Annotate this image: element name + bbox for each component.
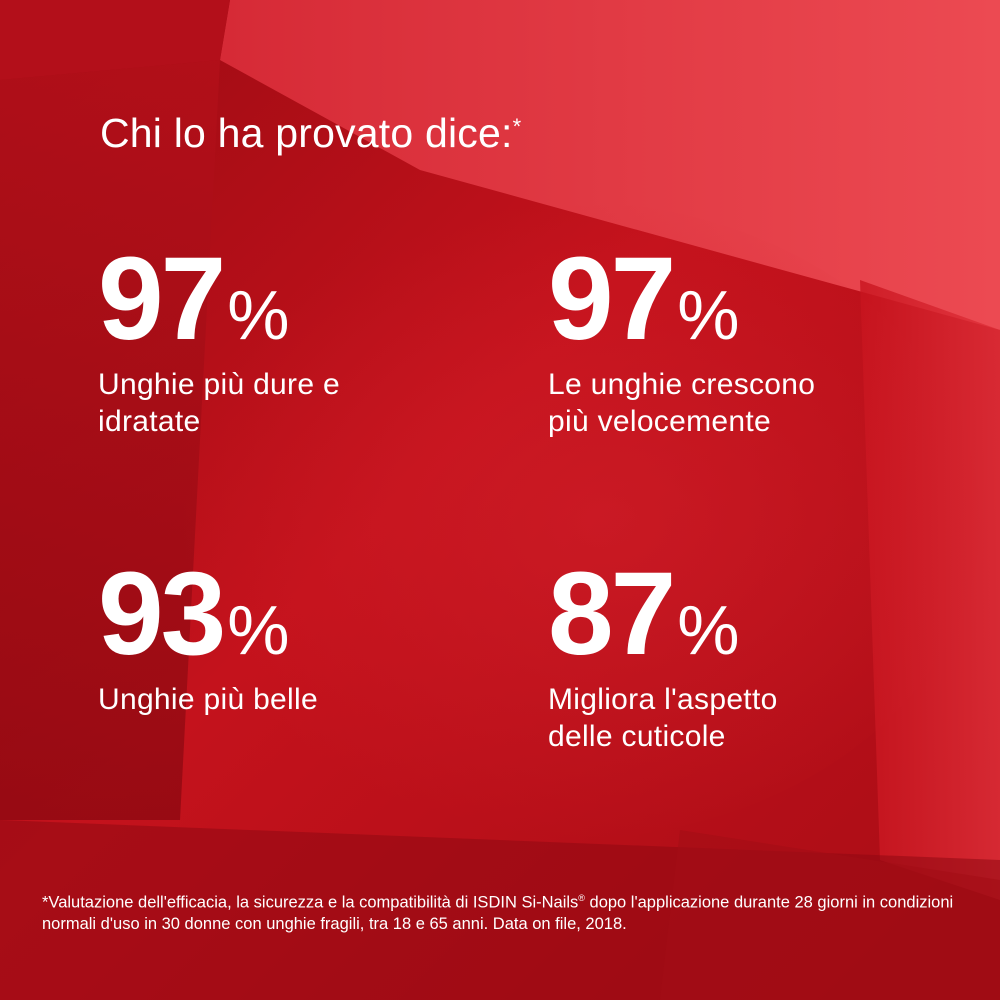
stat-nails-prettier: 93 % Unghie più belle xyxy=(98,555,498,718)
stat-number: 97 xyxy=(548,233,676,365)
stat-number: 97 xyxy=(98,233,226,365)
stat-nails-grow-faster: 97 % Le unghie crescono più velocemente xyxy=(548,240,948,440)
bg-bottom-right-block xyxy=(660,830,1000,1000)
headline-asterisk: * xyxy=(512,114,522,139)
bg-top-plane xyxy=(220,0,1000,330)
registered-mark: ® xyxy=(578,893,585,903)
stat-number: 87 xyxy=(548,548,676,680)
stat-label-line1: Unghie più dure e xyxy=(98,368,340,401)
stat-label: Le unghie crescono più velocemente xyxy=(548,366,948,440)
stat-label-line1: Le unghie crescono xyxy=(548,368,816,401)
bg-left-plane xyxy=(0,60,220,820)
stat-value: 97 % xyxy=(98,240,498,358)
stat-value: 97 % xyxy=(548,240,948,358)
headline: Chi lo ha provato dice:* xyxy=(100,110,521,157)
stat-label: Unghie più dure e idratate xyxy=(98,366,498,440)
footnote-part2: dopo l'applicazione durante 28 giorni in… xyxy=(42,893,954,933)
footnote-part1: *Valutazione dell'efficacia, la sicurezz… xyxy=(42,893,579,912)
bg-top-left-block xyxy=(0,0,230,80)
stat-unit: % xyxy=(677,276,740,354)
stat-unit: % xyxy=(677,591,740,669)
stat-unit: % xyxy=(227,591,290,669)
stat-label-line2: idratate xyxy=(98,405,201,438)
stat-label: Migliora l'aspetto delle cuticole xyxy=(548,681,948,755)
stat-value: 93 % xyxy=(98,555,498,673)
stat-label-line2: delle cuticole xyxy=(548,720,726,753)
stat-label: Unghie più belle xyxy=(98,681,498,718)
headline-text: Chi lo ha provato dice: xyxy=(100,110,513,156)
stat-value: 87 % xyxy=(548,555,948,673)
bg-glow xyxy=(140,200,980,840)
stat-label-line2: più velocemente xyxy=(548,405,771,438)
stat-label-line1: Migliora l'aspetto xyxy=(548,683,778,716)
stat-unit: % xyxy=(227,276,290,354)
footnote: *Valutazione dell'efficacia, la sicurezz… xyxy=(42,888,962,935)
stat-label-line1: Unghie più belle xyxy=(98,683,318,716)
stat-cuticles-improved: 87 % Migliora l'aspetto delle cuticole xyxy=(548,555,948,755)
stat-number: 93 xyxy=(98,548,226,680)
stat-nails-harder: 97 % Unghie più dure e idratate xyxy=(98,240,498,440)
